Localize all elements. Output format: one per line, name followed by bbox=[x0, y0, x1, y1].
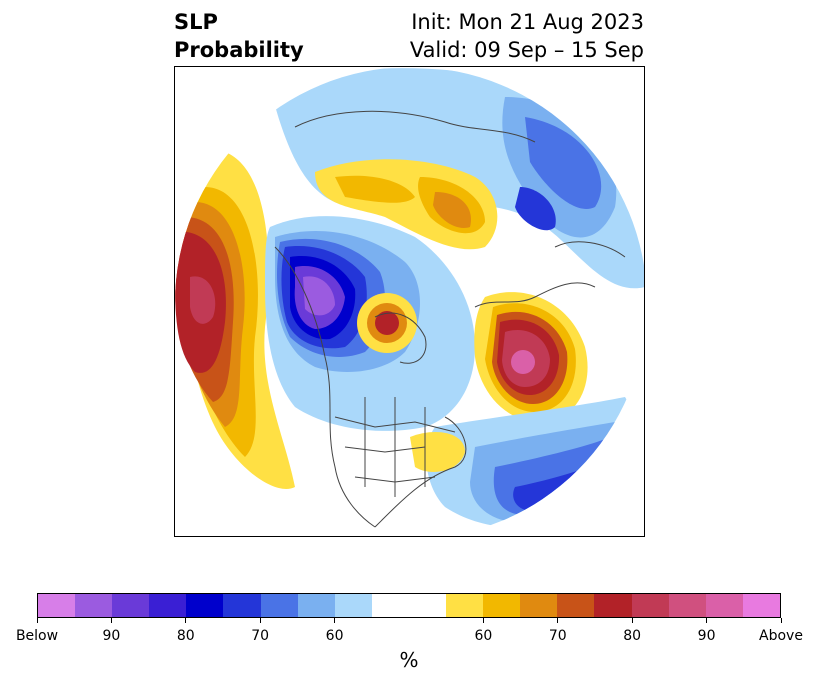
colorbar-tick-label: 70 bbox=[251, 628, 270, 644]
colorbar-tick-label: 60 bbox=[474, 628, 493, 644]
colorbar-cell-neutral bbox=[371, 594, 447, 617]
colorbar-cell-below-8 bbox=[334, 594, 372, 617]
below-80-northeast bbox=[525, 117, 602, 209]
colorbar-unit: % bbox=[399, 648, 419, 672]
colorbar-tick-mark bbox=[36, 618, 38, 623]
colorbar-cell-below-2 bbox=[112, 594, 150, 617]
colorbar-cell-above-4 bbox=[594, 594, 632, 617]
colorbar-cell-above-0 bbox=[446, 594, 484, 617]
above-80-pole bbox=[375, 311, 399, 335]
colorbar-tick-mark bbox=[557, 618, 559, 623]
colorbar-tick-mark bbox=[185, 618, 187, 623]
valid-range: Valid: 09 Sep – 15 Sep bbox=[409, 38, 644, 62]
above-80-east-siberia bbox=[433, 192, 471, 228]
title-left: SLP Probability bbox=[174, 8, 304, 64]
colorbar-cell-above-6 bbox=[668, 594, 706, 617]
colorbar bbox=[37, 593, 781, 618]
colorbar-cell-below-0 bbox=[38, 594, 76, 617]
colorbar-tick-mark bbox=[780, 618, 782, 623]
above-peak-pacific bbox=[190, 276, 216, 324]
colorbar-tick-mark bbox=[482, 618, 484, 623]
colorbar-tick-label: 90 bbox=[102, 628, 121, 644]
below-peak-alaska bbox=[303, 276, 335, 316]
colorbar-cell-below-5 bbox=[223, 594, 261, 617]
colorbar-cell-below-1 bbox=[75, 594, 113, 617]
coastlines bbox=[274, 110, 626, 528]
colorbar-cell-above-2 bbox=[520, 594, 558, 617]
init-date: Init: Mon 21 Aug 2023 bbox=[411, 10, 644, 34]
colorbar-cell-above-3 bbox=[557, 594, 595, 617]
colorbar-cell-above-8 bbox=[742, 594, 780, 617]
colorbar-cell-below-4 bbox=[186, 594, 224, 617]
map-panel bbox=[174, 66, 645, 537]
colorbar-tick-mark bbox=[706, 618, 708, 623]
below-90-scandinavia bbox=[515, 187, 556, 231]
title-product: Probability bbox=[174, 38, 304, 62]
title-variable: SLP bbox=[174, 10, 218, 34]
colorbar-tick-label: 80 bbox=[176, 628, 195, 644]
colorbar-tick-mark bbox=[334, 618, 336, 623]
colorbar-tick-mark bbox=[631, 618, 633, 623]
colorbar-tick-label: 70 bbox=[548, 628, 567, 644]
above-peak-atlantic bbox=[511, 350, 535, 374]
colorbar-tick-label: 80 bbox=[623, 628, 642, 644]
colorbar-tick-label: 60 bbox=[325, 628, 344, 644]
colorbar-tick-mark bbox=[110, 618, 112, 623]
probability-map bbox=[175, 67, 644, 536]
above-70-siberia bbox=[335, 175, 415, 203]
colorbar-cell-above-7 bbox=[705, 594, 743, 617]
colorbar-cell-below-3 bbox=[149, 594, 187, 617]
colorbar-tick-label: 90 bbox=[697, 628, 716, 644]
colorbar-tick-label: Above bbox=[759, 628, 803, 644]
colorbar-cell-below-7 bbox=[297, 594, 335, 617]
colorbar-tick-mark bbox=[259, 618, 261, 623]
title-right: Init: Mon 21 Aug 2023 Valid: 09 Sep – 15… bbox=[410, 8, 644, 64]
colorbar-cell-above-1 bbox=[483, 594, 521, 617]
colorbar-cell-below-6 bbox=[260, 594, 298, 617]
above-60-north-america bbox=[410, 432, 465, 472]
colorbar-cell-above-5 bbox=[631, 594, 669, 617]
colorbar-tick-label: Below bbox=[15, 628, 59, 644]
